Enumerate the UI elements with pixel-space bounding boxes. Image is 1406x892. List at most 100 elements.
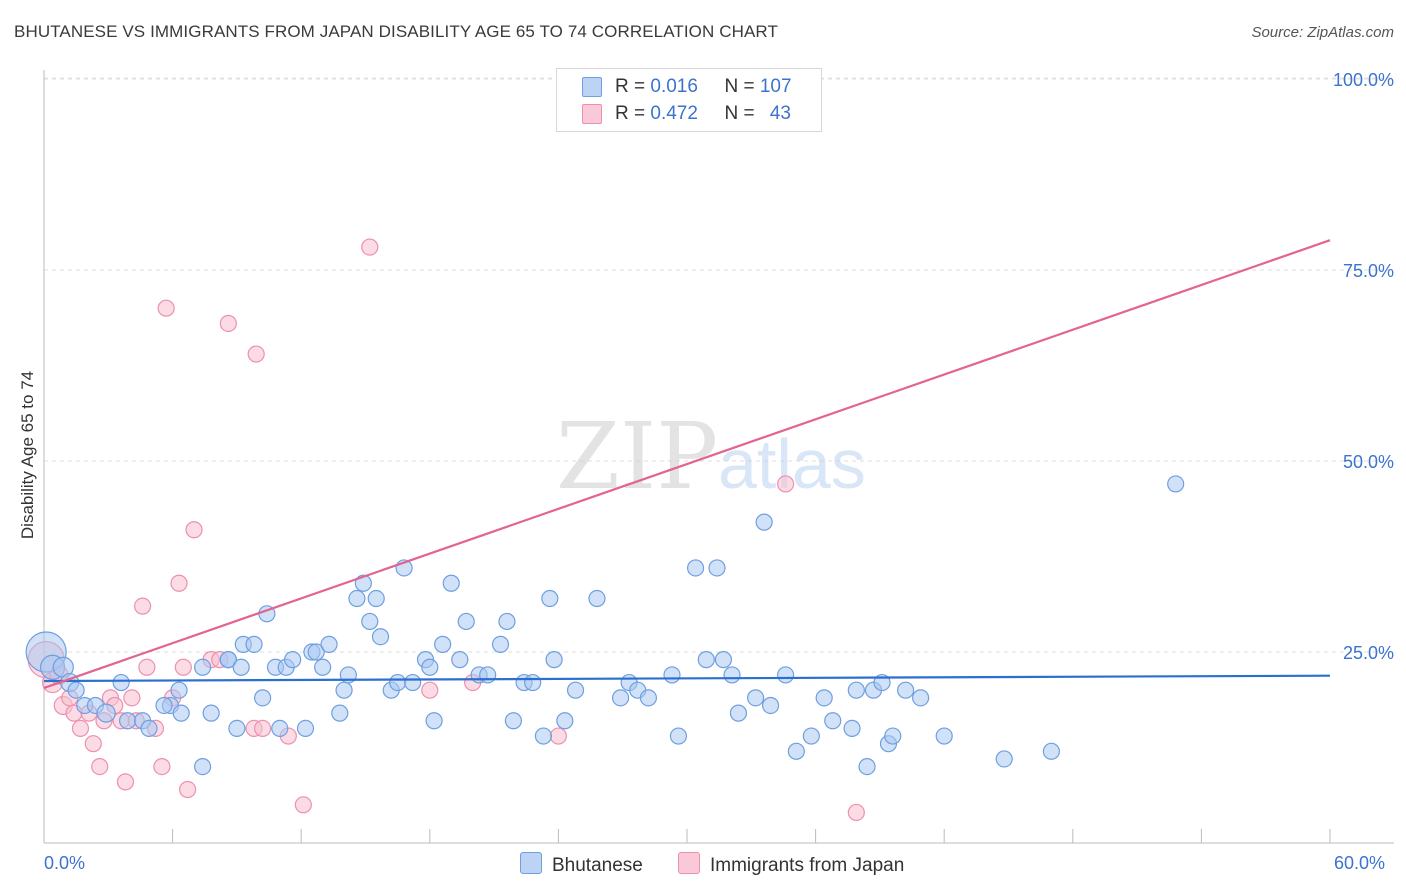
bhutanese-point [491,635,510,653]
japan-point [170,574,188,592]
bhutanese-point [708,559,726,577]
legend-n-label: N = [724,103,760,124]
bhutanese-point [404,673,422,692]
bhutanese-point [96,703,116,723]
bhutanese-point [995,750,1013,768]
bhutanese-point [320,635,338,653]
japan-point [254,719,272,738]
bhutanese-point [498,612,516,631]
legend-r-label: R = [615,103,651,124]
bhutanese-point [504,712,522,730]
legend-r-label: R = [615,76,651,97]
bhutanese-point [802,727,820,745]
y-tick-labels: 25.0% 50.0% 75.0% 100.0% [1333,70,1394,663]
japan-point [219,314,237,333]
japan-point [847,803,865,822]
bhutanese-point [314,658,332,676]
y-tick-label: 75.0% [1343,261,1394,281]
watermark: ZIP atlas [556,403,866,510]
bhutanese-point [787,742,805,760]
bhutanese-point [457,612,475,631]
bhutanese-point [755,513,773,531]
bhutanese-point [271,719,289,738]
bhutanese-point [67,681,85,699]
bhutanese-point [228,719,246,738]
watermark-atlas: atlas [718,425,866,503]
japan-point [549,727,568,745]
bhutanese-point [254,689,272,707]
japan-point [153,757,171,776]
legend-r-value: 0.472 [650,103,698,124]
bhutanese-point [389,673,407,692]
bhutanese-point [245,635,263,653]
bhutanese-point [194,757,212,776]
bhutanese-point [367,589,385,608]
japan-point [179,780,197,799]
bhutanese-point [1042,742,1060,760]
y-tick-label: 50.0% [1343,452,1394,472]
bhutanese-point [588,589,606,608]
bhutanese-point [451,651,469,669]
japan-point [157,299,175,317]
bhutanese-point [669,727,688,745]
bhutanese-point [815,689,833,707]
bhutanese-point [331,704,349,722]
bottom-legend-japan: Immigrants from Japan [678,852,904,877]
correlation-legend: R = 0.016 N = 107 R = 0.472 N = 43 [556,68,822,132]
bhutanese-point [421,658,439,676]
bhutanese-point [686,559,705,577]
japan-point [776,475,795,493]
y-tick-label: 100.0% [1333,70,1394,90]
bottom-legend-label-blue: Bhutanese [552,855,643,876]
bhutanese-point [843,719,861,738]
bhutanese-point [194,658,212,676]
bhutanese-point [566,681,585,699]
legend-swatch-blue [582,77,602,97]
bhutanese-point [335,681,353,699]
y-tick-label: 25.0% [1343,643,1394,663]
bhutanese-point [697,651,715,669]
bhutanese-trend-line [43,674,1331,683]
trend-layer [43,239,1331,689]
bhutanese-point [524,673,542,692]
japan-point [123,689,141,707]
bhutanese-point [912,689,930,707]
bhutanese-point [434,635,452,653]
bhutanese-point [155,696,173,715]
bhutanese-point [639,689,658,707]
bhutanese-point [425,712,443,730]
bhutanese-point [746,689,765,707]
bhutanese-point [1167,475,1185,493]
bhutanese-point [140,719,158,738]
japan-point [174,658,192,676]
bhutanese-point [897,681,915,699]
japan-point [421,681,439,699]
bhutanese-point [219,651,237,669]
bhutanese-point [714,651,733,669]
bhutanese-point [534,727,552,745]
bhutanese-point [858,757,876,776]
japan-trend-line [43,239,1331,689]
x-axis-min-label: 0.0% [44,853,86,873]
chart-title: BHUTANESE VS IMMIGRANTS FROM JAPAN DISAB… [14,22,778,41]
bhutanese-point [479,666,497,684]
bhutanese-point [723,666,741,684]
bhutanese-point [847,681,865,699]
bhutanese-point [884,727,902,745]
legend-n-label: N = [724,76,760,97]
japan-point [138,658,156,676]
bhutanese-point [202,704,220,722]
bottom-legend-swatch-pink [678,852,700,874]
bhutanese-point [611,689,630,707]
bhutanese-point [556,712,574,730]
bhutanese-point [761,696,780,715]
legend-n-value: 107 [759,76,792,97]
bhutanese-point [348,589,366,608]
bhutanese-point [361,612,379,631]
bhutanese-point [663,666,681,684]
x-axis-max-label: 60.0% [1334,853,1386,873]
bhutanese-point [776,666,795,684]
japan-point [133,597,152,615]
bhutanese-point [232,658,250,676]
